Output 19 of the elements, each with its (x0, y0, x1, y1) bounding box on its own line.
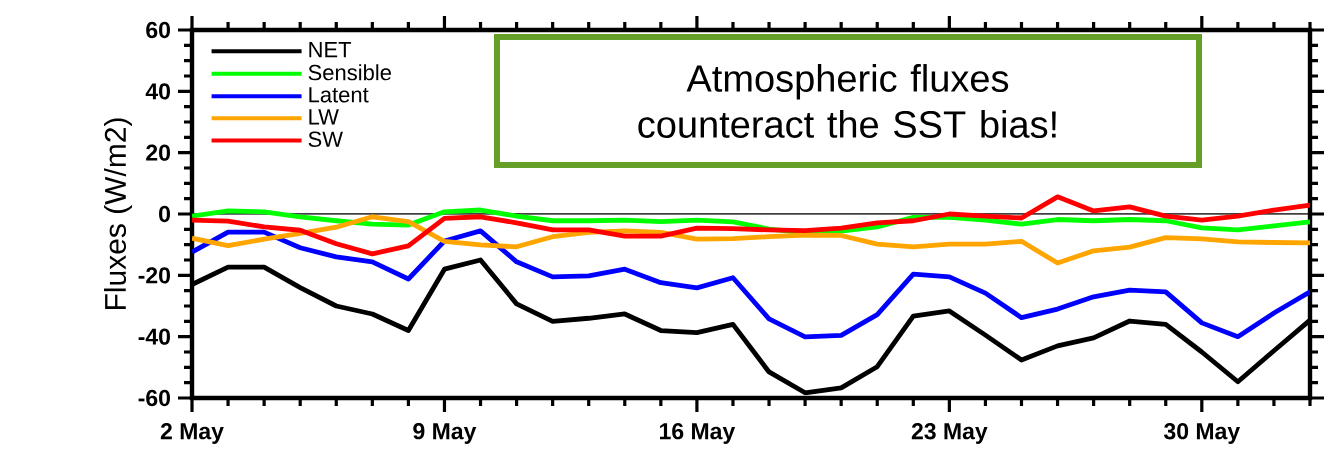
legend-label: Sensible (308, 64, 391, 81)
y-tick-label: -40 (138, 328, 170, 345)
legend-label: NET (309, 42, 352, 58)
x-tick-label: 16 May (660, 423, 736, 444)
y-tick-label: 20 (146, 144, 170, 161)
y-tick-label: -20 (138, 267, 170, 284)
x-tick-label: 30 May (1163, 423, 1241, 444)
x-tick-label: 23 May (911, 423, 988, 444)
legend-label: LW (309, 109, 339, 125)
y-tick-label: 40 (145, 83, 170, 100)
x-tick-label: 9 May (413, 423, 477, 444)
y-tick-label: 0 (159, 205, 171, 223)
legend-label: Latent (309, 87, 369, 103)
x-tick-label: 2 May (160, 423, 224, 444)
legend-label: SW (308, 131, 343, 147)
annotation: Atmospheric fluxes counteract the SST bias! (638, 64, 1056, 138)
y-tick-label: -60 (138, 389, 170, 407)
y-axis-title: Fluxes (W/m2) (104, 118, 132, 310)
y-tick-label: 60 (146, 21, 170, 39)
